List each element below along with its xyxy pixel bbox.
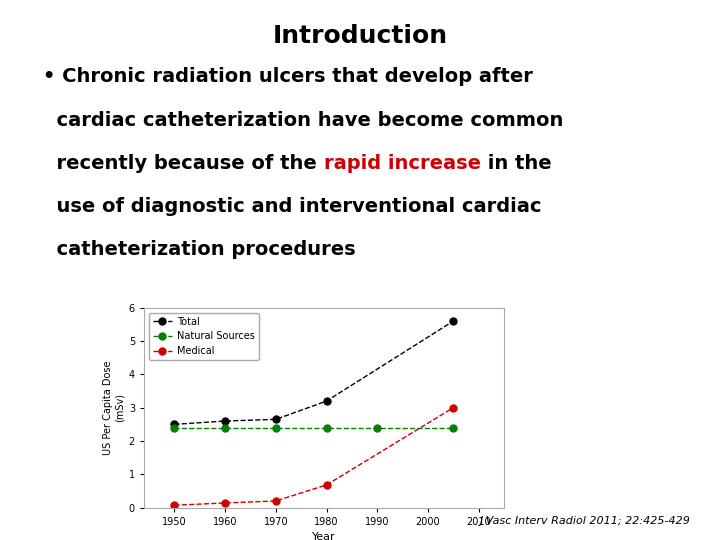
Natural Sources bbox=[221, 424, 230, 431]
Natural Sources bbox=[449, 424, 458, 431]
Total bbox=[170, 421, 179, 428]
Total bbox=[323, 398, 331, 404]
Natural Sources bbox=[373, 424, 382, 431]
Medical bbox=[170, 502, 179, 509]
Text: • Chronic radiation ulcers that develop after: • Chronic radiation ulcers that develop … bbox=[43, 68, 533, 86]
Text: catheterization procedures: catheterization procedures bbox=[43, 240, 356, 259]
Natural Sources bbox=[271, 424, 280, 431]
Line: Natural Sources: Natural Sources bbox=[171, 424, 456, 431]
Medical bbox=[323, 482, 331, 488]
Line: Medical: Medical bbox=[171, 404, 456, 509]
Medical bbox=[449, 404, 458, 411]
Total bbox=[271, 416, 280, 423]
X-axis label: Year: Year bbox=[312, 532, 336, 540]
Text: cardiac catheterization have become common: cardiac catheterization have become comm… bbox=[43, 111, 564, 130]
Text: use of diagnostic and interventional cardiac: use of diagnostic and interventional car… bbox=[43, 197, 541, 216]
Medical bbox=[221, 500, 230, 506]
Line: Total: Total bbox=[171, 318, 456, 428]
Text: in the: in the bbox=[481, 154, 552, 173]
Total bbox=[221, 418, 230, 424]
Text: recently because of the: recently because of the bbox=[43, 154, 324, 173]
Natural Sources bbox=[170, 424, 179, 431]
Natural Sources bbox=[323, 424, 331, 431]
Y-axis label: US Per Capita Dose
(mSv): US Per Capita Dose (mSv) bbox=[103, 361, 125, 455]
Text: rapid increase: rapid increase bbox=[324, 154, 481, 173]
Text: Introduction: Introduction bbox=[272, 24, 448, 48]
Medical bbox=[271, 498, 280, 504]
Text: J Vasc Interv Radiol 2011; 22:425-429: J Vasc Interv Radiol 2011; 22:425-429 bbox=[480, 516, 691, 526]
Legend: Total, Natural Sources, Medical: Total, Natural Sources, Medical bbox=[149, 313, 258, 360]
Total bbox=[449, 318, 458, 325]
